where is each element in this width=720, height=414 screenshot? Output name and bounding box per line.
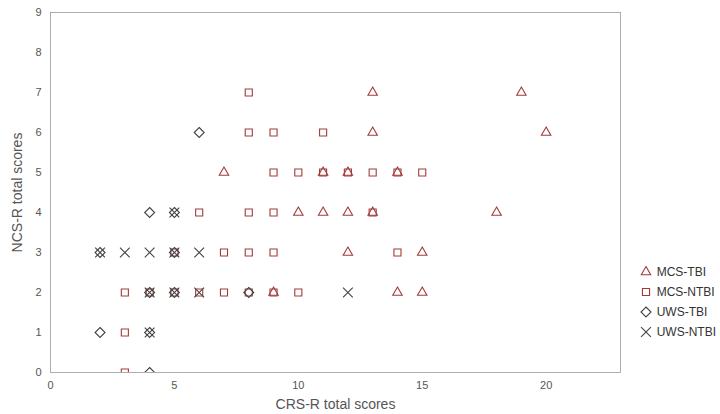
svg-text:CRS-R total scores: CRS-R total scores — [276, 396, 396, 412]
svg-text:20: 20 — [540, 379, 552, 391]
svg-text:9: 9 — [35, 6, 41, 18]
html-text:UWS-TBI: UWS-TBI — [656, 305, 708, 319]
svg-text:7: 7 — [35, 86, 41, 98]
svg-text:10: 10 — [292, 379, 304, 391]
svg-text:15: 15 — [416, 379, 428, 391]
svg-text:NCS-R total scores: NCS-R total scores — [9, 133, 25, 253]
svg-text:5: 5 — [35, 166, 41, 178]
svg-text:8: 8 — [35, 46, 41, 58]
svg-text:0: 0 — [35, 366, 41, 378]
svg-text:2: 2 — [35, 286, 41, 298]
svg-text:1: 1 — [35, 326, 41, 338]
svg-text:5: 5 — [171, 379, 177, 391]
svg-text:6: 6 — [35, 126, 41, 138]
svg-text:0: 0 — [47, 379, 53, 391]
html-text:UWS-NTBI: UWS-NTBI — [656, 325, 716, 339]
html-text:MCS-TBI: MCS-TBI — [656, 265, 706, 279]
html-text:MCS-NTBI: MCS-NTBI — [656, 285, 715, 299]
svg-text:3: 3 — [35, 246, 41, 258]
svg-text:4: 4 — [35, 206, 41, 218]
